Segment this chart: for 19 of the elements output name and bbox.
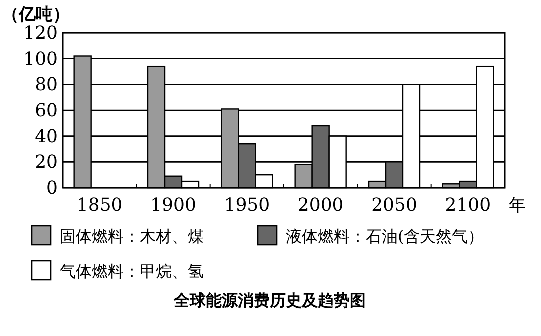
y-tick-label: 80 <box>35 74 58 96</box>
x-axis-title: 年 <box>509 196 526 216</box>
x-tick-label: 1900 <box>150 195 196 216</box>
text: 全球能源消费历史及趋势图 <box>173 291 366 310</box>
y-tick-label: 0 <box>46 178 58 199</box>
y-tick-label: 100 <box>24 48 58 70</box>
y-axis-title: （亿吨） <box>2 5 70 25</box>
x-tick-label: 1950 <box>224 195 270 216</box>
legend-label: 固体燃料：木材、煤 <box>60 227 204 246</box>
y-tick-label: 20 <box>35 152 58 174</box>
x-tick-label: 1850 <box>76 195 123 216</box>
y-tick-label: 60 <box>35 100 58 122</box>
x-tick-label: 2000 <box>298 195 344 216</box>
legend-label: 气体燃料：甲烷、氢 <box>60 262 204 281</box>
y-tick-label: 40 <box>35 126 58 148</box>
x-tick-label: 2100 <box>445 195 492 216</box>
x-tick-label: 2050 <box>372 195 418 216</box>
y-tick-label: 120 <box>24 23 58 44</box>
legend-label: 液体燃料：石油(含天然气） <box>286 227 484 246</box>
